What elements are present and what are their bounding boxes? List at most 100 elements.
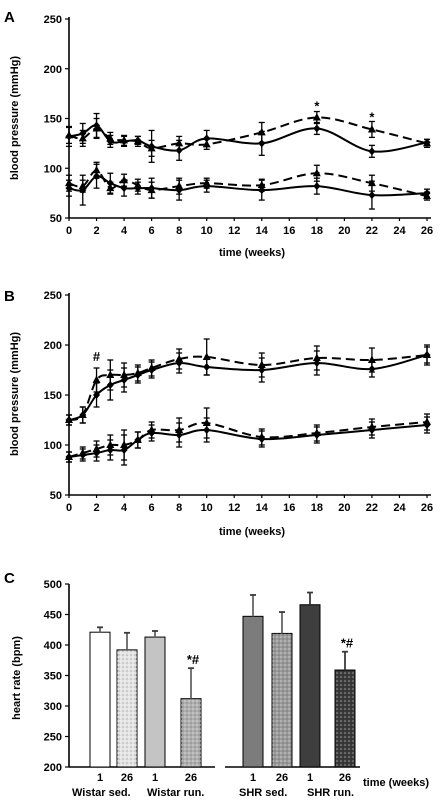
panel-b-series-2-point [203,363,211,371]
panel-b-plot: # [65,338,431,466]
panel-b-series-2 [65,346,431,426]
panel-b-y-tick-label: 50 [50,490,62,502]
panel-b-x-tick-label: 14 [256,502,269,514]
panel-a-series-4-point [203,182,211,191]
panel-a-y-tick-label: 100 [44,163,62,175]
panel-a-annotation: * [314,99,320,114]
panel-a-series-4 [65,163,431,210]
panel-c: C heart rate (bpm) time (weeks) 200 250 30… [4,570,429,799]
panel-a-y-axis-title: blood pressure (mmHg) [9,56,21,180]
panel-a-x-tick-label: 0 [66,225,72,237]
panel-b-series-2-point [258,366,266,374]
panel-a-series-2-point [106,137,114,146]
panel-b-x-tick-label: 12 [228,502,240,514]
panel-a-x-tick-label: 24 [393,225,406,237]
panel-c-y-tick-label: 250 [44,732,62,744]
panel-b-series-3 [65,407,431,463]
panel-c-group-label: SHR run. [307,787,354,799]
panel-a-series-2-point [423,138,431,147]
panel-b-x-tick-label: 8 [176,502,182,514]
panel-c-y-axis-title: heart rate (bpm) [11,636,23,720]
panel-b-label: B [4,288,15,305]
panel-b-series-2-point [134,371,142,379]
panel-c-category-label: 26 [339,772,351,784]
panel-b-series-4-point [258,435,266,443]
panel-b-series-4-point [134,436,142,444]
panel-b-x-tick-label: 22 [366,502,378,514]
panel-a-x-tick-label: 10 [201,225,213,237]
panel-a-series-2-point [148,142,156,151]
panel-b-series-2-point [106,381,114,389]
panel-a-series-4-point [368,191,376,200]
panel-a-series-4-point [423,189,431,198]
panel-b-x-tick-label: 20 [338,502,350,514]
panel-a: A blood pressure (mmHg) time (weeks) 50 1… [4,9,433,259]
panel-a-series-2-point [368,147,376,156]
panel-c-y-tick-label: 200 [44,762,62,774]
panel-b-x-axis-title: time (weeks) [219,526,285,538]
panel-a-label: A [4,9,15,26]
panel-b-series-1-point [202,352,211,360]
panel-c-y-tick-label: 400 [44,640,62,652]
panel-c-plot: 1 26 1 26 1 26 1 26 Wistar sed. Wistar run. SHR se… [72,591,356,799]
panel-b-x-tick-label: 24 [393,502,406,514]
panel-b-series-4-point [79,451,87,459]
panel-a-x-tick-label: 20 [338,225,350,237]
panel-c-bar-6-pattern [272,633,292,767]
panel-c-category-label: 1 [307,772,313,784]
panel-a-series-2-point [313,124,321,133]
panel-b-y-tick-label: 100 [44,440,62,452]
panel-a-x-tick-label: 12 [228,225,240,237]
panel-b-series-4-point [313,431,321,439]
panel-b-x-tick-label: 4 [121,502,128,514]
panel-a-series-2 [65,112,431,163]
panel-a-y-tick-label: 50 [50,213,62,225]
panel-a-annotation: * [369,109,375,124]
panel-a-series-4-point [134,184,142,193]
panel-a-x-tick-label: 26 [421,225,433,237]
panel-b-y-tick-label: 150 [44,390,62,402]
panel-c-category-label: 26 [185,772,197,784]
panel-b-series-2-point [93,391,101,399]
panel-b-series-4 [65,416,431,466]
panel-c-bar-3 [144,636,166,768]
panel-a-series-4-point [313,182,321,191]
panel-b-series-2-point [313,359,321,367]
panel-c-annotation: *# [187,652,200,667]
panel-c-category-label: 1 [152,772,158,784]
panel-b-y-axis-title: blood pressure (mmHg) [9,332,21,456]
panel-a-series-4-point [65,184,73,193]
panel-a-series-2-point [65,132,73,141]
panel-b-x-tick-label: 6 [149,502,155,514]
panel-a-x-tick-label: 16 [283,225,295,237]
panel-b-x-tick-label: 10 [201,502,213,514]
panel-b-x-tick-label: 18 [311,502,323,514]
panel-a-x-tick-label: 4 [121,225,128,237]
panel-a-series-4-point [120,184,128,193]
panel-c-y-tick-label: 450 [44,610,62,622]
panel-c-bar-4-pattern [181,698,201,767]
panel-b-series-4-point [175,431,183,439]
panel-a-x-tick-label: 2 [93,225,99,237]
panel-a-series-2-point [93,121,101,130]
panel-c-category-label: 26 [121,772,133,784]
panel-c-category-label: 26 [276,772,288,784]
panel-a-x-tick-label: 18 [311,225,323,237]
panel-b-x-tick-label: 0 [66,502,72,514]
panel-b: B blood pressure (mmHg) time (weeks) 50 1… [4,288,433,538]
panel-a-y-tick-label: 250 [44,14,62,26]
panel-b-series-1-point [92,375,101,383]
panel-a-x-tick-label: 8 [176,225,182,237]
panel-b-annotation: # [93,349,101,364]
panel-b-series-4-point [423,421,431,429]
panel-b-series-2-point [65,416,73,424]
panel-a-series-2-point [79,129,87,138]
panel-a-series-1 [65,110,431,157]
panel-c-bar-1 [89,631,111,768]
panel-a-x-tick-label: 22 [366,225,378,237]
panel-b-x-tick-label: 26 [421,502,433,514]
panel-a-series-4-point [258,186,266,195]
panel-b-series-2-point [368,365,376,373]
